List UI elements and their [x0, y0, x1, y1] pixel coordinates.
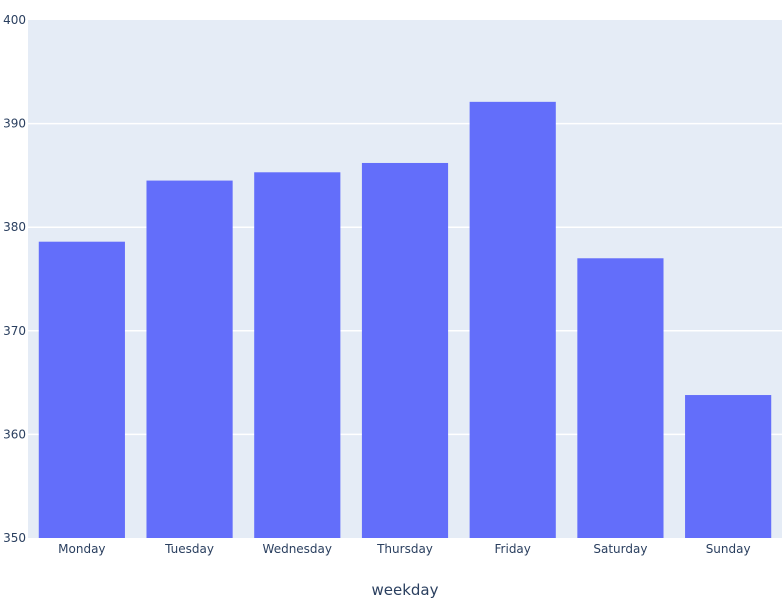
bar-monday[interactable]	[38, 241, 125, 539]
y-tick-label: 350	[3, 531, 26, 545]
x-axis-title: weekday	[371, 581, 438, 599]
bar-friday[interactable]	[469, 101, 556, 539]
y-tick-label: 390	[3, 117, 26, 131]
y-tick-label: 380	[3, 220, 26, 234]
x-tick-label: Saturday	[593, 542, 647, 556]
bar-wednesday[interactable]	[254, 172, 341, 539]
x-tick-label: Monday	[58, 542, 105, 556]
x-axis-ticks: Monday Tuesday Wednesday Thursday Friday Satu…	[58, 542, 750, 556]
bar-thursday[interactable]	[361, 162, 449, 538]
bars	[38, 101, 772, 539]
y-axis-ticks: 350 360 370 380 390 400	[3, 13, 26, 545]
x-tick-label: Wednesday	[263, 542, 332, 556]
x-tick-label: Tuesday	[164, 542, 214, 556]
y-tick-label: 400	[3, 13, 26, 27]
y-tick-label: 370	[3, 324, 26, 338]
y-tick-label: 360	[3, 427, 26, 441]
x-tick-label: Sunday	[706, 542, 751, 556]
bar-saturday[interactable]	[577, 258, 664, 538]
bar-tuesday[interactable]	[146, 180, 233, 538]
x-tick-label: Thursday	[376, 542, 433, 556]
x-tick-label: Friday	[495, 542, 531, 556]
bar-sunday[interactable]	[685, 395, 772, 538]
